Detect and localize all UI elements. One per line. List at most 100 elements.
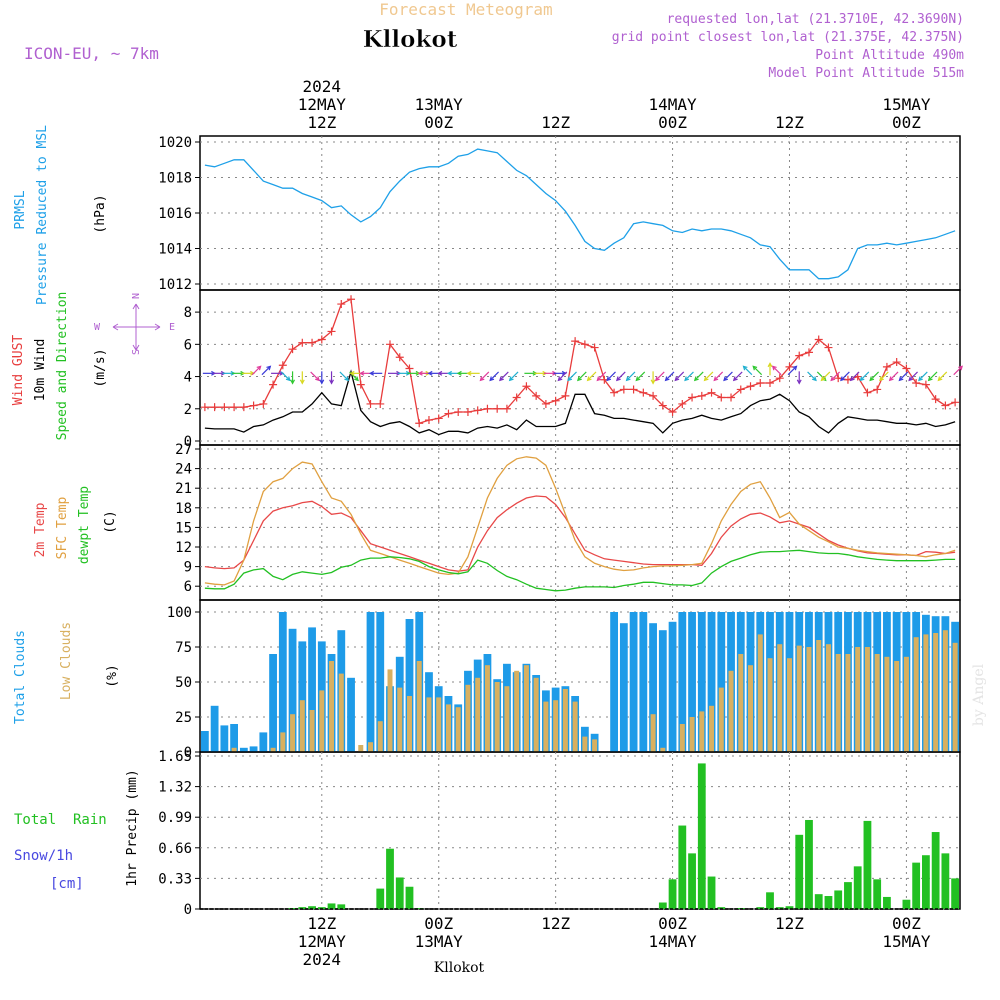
sfc-temp-label: SFC Temp bbox=[55, 497, 70, 560]
low-cloud-bar bbox=[319, 690, 325, 752]
gust-marker bbox=[327, 327, 336, 336]
low-cloud-bar bbox=[494, 682, 500, 752]
wind-arrow-head bbox=[713, 376, 719, 382]
precip-bar bbox=[405, 886, 414, 909]
low-cloud-bar bbox=[309, 710, 315, 752]
gust-marker bbox=[298, 338, 307, 347]
wind-arrow-head bbox=[427, 370, 433, 376]
wind-speed-dir-label: Speed and Direction bbox=[55, 292, 70, 441]
low-cloud-bar bbox=[825, 644, 831, 752]
total-cloud-bar bbox=[278, 612, 287, 752]
time-label-bottom: 14MAY bbox=[648, 932, 697, 951]
wind-arrow-head bbox=[315, 376, 320, 382]
wind-arrow-head bbox=[898, 376, 904, 382]
total-cloud-bar bbox=[288, 628, 297, 752]
wind-arrow-head bbox=[958, 365, 964, 371]
gust-line bbox=[204, 298, 956, 425]
wind-tick-label: 6 bbox=[184, 337, 192, 353]
wind-arrow-head bbox=[820, 376, 826, 382]
wind-arrow bbox=[310, 371, 320, 381]
gust-marker bbox=[424, 416, 433, 425]
time-label-top: 15MAY bbox=[882, 95, 931, 114]
total-cloud-bar bbox=[688, 612, 696, 752]
low-cloud-bar bbox=[484, 665, 490, 752]
wind-panel bbox=[199, 289, 961, 446]
wind-arrow bbox=[821, 371, 831, 381]
panels: 1012101410161018102002468691215182124270… bbox=[158, 135, 964, 918]
wind-arrow bbox=[596, 371, 607, 381]
pressure-tick-label: 1020 bbox=[158, 135, 192, 151]
gust-marker bbox=[366, 399, 375, 408]
total-cloud-bar bbox=[658, 630, 667, 752]
total-cloud-bar bbox=[717, 612, 726, 752]
wind-arrow-head bbox=[369, 370, 375, 376]
gust-marker bbox=[775, 374, 784, 383]
wind-arrow bbox=[261, 365, 271, 376]
wind-arrow-head bbox=[811, 376, 817, 382]
temp-tick-label: 18 bbox=[175, 501, 192, 517]
pressure-tick-label: 1012 bbox=[158, 277, 192, 293]
low-cloud-bar bbox=[455, 707, 461, 752]
low-cloud-bar bbox=[816, 640, 822, 752]
low-cloud-bar bbox=[368, 742, 374, 752]
time-label-bottom: 15MAY bbox=[882, 932, 931, 951]
gust-marker bbox=[873, 385, 882, 394]
wind-arrow bbox=[480, 371, 490, 381]
low-cloud-bar bbox=[650, 714, 656, 752]
wind-arrow-head bbox=[879, 376, 884, 382]
gust-marker bbox=[727, 393, 736, 402]
gust-marker bbox=[444, 409, 453, 418]
wind-arrow-head bbox=[349, 370, 355, 376]
wind-arrow-head bbox=[840, 376, 845, 382]
gust-marker bbox=[337, 300, 346, 309]
wind-arrow bbox=[787, 365, 797, 376]
gust-marker bbox=[882, 362, 891, 371]
wind-arrow bbox=[655, 371, 665, 381]
gust-marker bbox=[259, 399, 268, 408]
total-cloud-bar bbox=[678, 612, 687, 752]
gust-marker bbox=[766, 379, 774, 387]
low-cloud-bar bbox=[738, 654, 744, 752]
gust-marker bbox=[629, 385, 638, 394]
wind-arrow bbox=[772, 365, 782, 376]
temp-tick-label: 12 bbox=[175, 540, 192, 556]
gust-marker bbox=[610, 388, 619, 397]
low-cloud-bar bbox=[397, 687, 403, 752]
precip-tick-label: 1.65 bbox=[158, 749, 192, 765]
compass-west: W bbox=[94, 322, 101, 333]
wind-arrow bbox=[674, 371, 685, 381]
clouds-tick-label: 100 bbox=[167, 605, 192, 621]
clouds-tick-label: 50 bbox=[175, 675, 192, 691]
low-cloud-bar bbox=[338, 673, 344, 752]
precip-bar bbox=[688, 853, 696, 909]
gust-marker bbox=[356, 380, 365, 389]
low-cloud-bar bbox=[864, 647, 870, 752]
precip-bar bbox=[668, 879, 677, 909]
precip-bar bbox=[376, 888, 385, 909]
time-label-top: 00Z bbox=[658, 113, 687, 132]
wind-arrow bbox=[850, 371, 860, 381]
wind-arrow-head bbox=[479, 376, 485, 382]
low-cloud-bar bbox=[718, 687, 724, 752]
wind-arrow-head bbox=[285, 376, 291, 382]
low-cloud-bar bbox=[923, 634, 929, 752]
wind-arrow bbox=[953, 365, 963, 376]
wind-arrow-head bbox=[830, 376, 836, 382]
low-cloud-bar bbox=[358, 745, 364, 752]
low-cloud-bar bbox=[504, 686, 510, 752]
gust-marker bbox=[532, 391, 541, 400]
gust-marker bbox=[756, 379, 765, 387]
clouds-tick-label: 0 bbox=[184, 745, 192, 761]
wind-arrow bbox=[908, 371, 918, 381]
precip-tick-label: 0 bbox=[184, 902, 192, 918]
gust-marker bbox=[395, 353, 404, 362]
precip-bar bbox=[697, 763, 706, 909]
low-cloud-bar bbox=[679, 724, 685, 752]
gust-marker bbox=[688, 393, 697, 402]
gust-marker bbox=[892, 358, 901, 367]
precip-bar bbox=[873, 879, 882, 909]
wind-labels: Wind GUST 10m Wind Speed and Direction (… bbox=[11, 292, 108, 441]
total-cloud-bar bbox=[376, 612, 385, 752]
low-cloud-bar bbox=[514, 670, 520, 752]
